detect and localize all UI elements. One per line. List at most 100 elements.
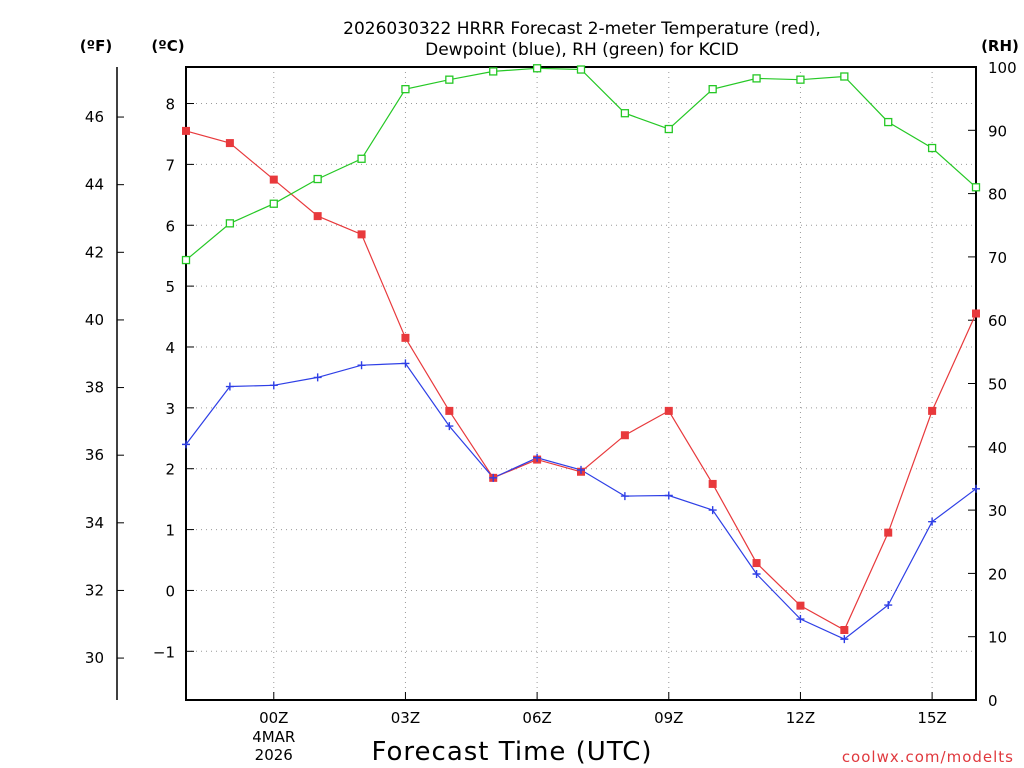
rh-tick-label: 30 [988,502,1007,520]
rh-tick-label: 70 [988,249,1007,267]
rh-tick-label: 40 [988,439,1007,457]
dewpoint-point [489,473,498,482]
x-axis-label: Forecast Time (UTC) [371,737,652,767]
plot-frame [185,66,977,701]
rh-point [708,85,717,94]
dewpoint-point [620,492,629,501]
dewpoint-point [708,506,717,515]
x-tick-label: 00Z [259,709,288,727]
fahrenheit-tick-label: 44 [85,176,104,194]
dewpoint-point [269,381,278,390]
rh-point [664,124,673,134]
rh-point [489,67,498,76]
2-meter-temperature-point [401,333,410,342]
2-meter-temperature-point [884,528,893,537]
rh-point [752,74,761,83]
celsius-tick-label: 3 [165,400,175,418]
2-meter-temperature-point [928,406,937,415]
chart-title-line2: Dewpoint (blue), RH (green) for KCID [425,40,739,60]
rh-point [796,75,805,84]
celsius-tick-label: 2 [165,461,175,479]
2-meter-temperature-point [972,309,980,318]
rh-point [313,174,322,184]
2-meter-temperature-point [182,126,190,135]
rh-tick-label: 60 [988,312,1007,330]
rh-tick-label: 100 [988,59,1017,77]
celsius-axis-unit: (ºC) [151,37,184,55]
celsius-tick-label: 1 [165,522,175,540]
rh-point [445,75,454,84]
dewpoint-point [752,570,761,579]
dewpoint-point [884,601,893,610]
rh-point [576,65,586,74]
rh-point [269,199,278,208]
rh-point [971,183,981,192]
fahrenheit-tick-label: 46 [85,108,104,126]
x-tick-label: 06Z [522,709,551,727]
2-meter-temperature-point [796,601,805,610]
x-tick-label: 12Z [786,709,815,727]
rh-tick-label: 0 [988,692,998,710]
gridlines [186,67,976,700]
dewpoint-point [313,373,322,382]
2-meter-temperature-point [445,406,454,415]
fahrenheit-tick-label: 38 [85,379,104,397]
dewpoint-point [928,517,937,526]
x-tick-date-label: 4MAR [252,728,295,746]
dewpoint-point [445,422,454,431]
dewpoint-point [225,382,234,391]
fahrenheit-tick-label: 42 [85,243,104,261]
fahrenheit-tick-label: 34 [85,514,104,532]
2-meter-temperature-point [664,406,673,415]
rh-tick-label: 10 [988,629,1007,647]
dewpoint-point [664,491,673,500]
x-tick-year-label: 2026 [255,746,293,764]
rh-point [884,117,893,127]
2-meter-temperature-line [185,130,977,631]
fahrenheit-axis-unit: (ºF) [80,37,112,55]
2-meter-temperature-point [357,230,366,239]
rh-tick-label: 80 [988,186,1007,204]
2-meter-temperature-point [620,431,629,440]
celsius-tick-label: 5 [165,278,175,296]
2-meter-temperature-point [840,626,849,635]
rh-point [840,72,849,81]
chart-title-line1: 2026030322 HRRR Forecast 2-meter Tempera… [343,19,821,39]
dewpoint-point [840,635,849,644]
rh-tick-label: 20 [988,565,1007,583]
rh-point [225,219,235,228]
celsius-tick-label: 6 [165,217,175,235]
2-meter-temperature-point [313,212,322,221]
2-meter-temperature-point [708,479,717,488]
rh-point [620,109,630,118]
rh-point [532,64,542,73]
x-tick-label: 15Z [917,709,946,727]
rh-point [181,255,191,265]
dewpoint-line [185,362,977,640]
dewpoint-point [577,465,585,474]
data-markers [181,64,981,644]
2-meter-temperature-point [225,139,234,148]
dewpoint-point [533,453,542,462]
credit-text: coolwx.com/modelts [842,748,1014,766]
celsius-tick-label: 4 [165,339,175,357]
celsius-tick-label: 7 [165,156,175,174]
rh-point [401,85,410,94]
dewpoint-point [357,361,366,370]
celsius-tick-label: 0 [165,582,175,600]
rh-point [357,154,366,163]
2-meter-temperature-point [269,175,278,184]
dewpoint-point [182,440,190,449]
fahrenheit-tick-label: 40 [85,311,104,329]
rh-tick-label: 90 [988,122,1007,140]
dewpoint-point [796,615,805,624]
rh-tick-label: 50 [988,376,1007,394]
fahrenheit-tick-label: 30 [85,649,104,667]
dewpoint-point [401,359,410,368]
fahrenheit-tick-label: 32 [85,581,104,599]
data-series [185,67,977,640]
fahrenheit-tick-label: 36 [85,446,104,464]
celsius-tick-label: 8 [165,96,175,114]
rh-axis-unit: (RH) [981,37,1019,55]
